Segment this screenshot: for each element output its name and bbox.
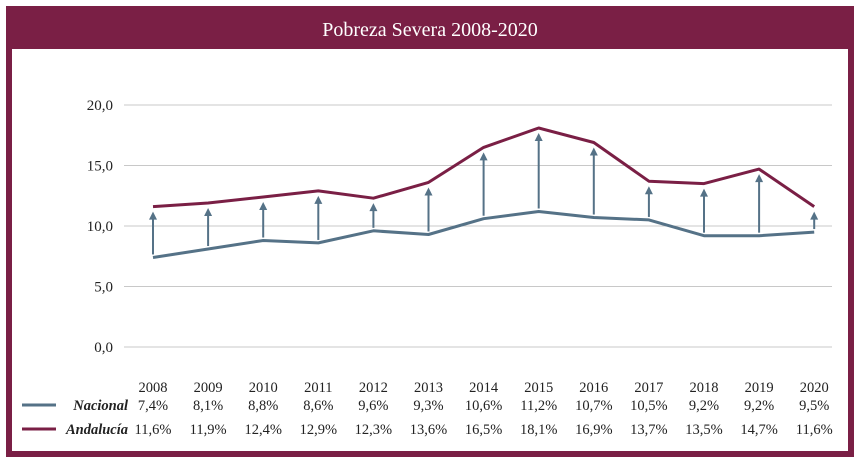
data-table-cell: 9,2% [689,398,719,414]
series-line-andaluca [152,126,816,209]
x-tick-label: 2019 [745,380,774,396]
data-table-cell: 12,3% [355,422,392,438]
gap-arrow-head [424,187,433,196]
data-table-cell: 11,2% [520,398,557,414]
data-table-cell: 14,7% [740,422,777,438]
gap-arrow-head [479,152,488,161]
data-table-cell: 8,6% [303,398,333,414]
data-table-cell: 10,5% [630,398,667,414]
chart-frame: Pobreza Severa 2008-2020 0,0 5,0 10,0 15,0 2… [6,6,854,457]
data-table-cell: 9,2% [744,398,774,414]
gap-arrow-head [644,186,653,195]
data-table-cell: 8,1% [193,398,223,414]
chart-title: Pobreza Severa 2008-2020 [12,12,848,49]
x-tick-label: 2009 [194,380,223,396]
data-table-cell: 9,3% [413,398,443,414]
y-tick-label: 15,0 [87,159,113,175]
data-table-cell: 7,4% [138,398,168,414]
x-tick-label: 2015 [524,380,553,396]
y-tick-label: 10,0 [87,219,113,235]
y-tick-label: 5,0 [94,280,113,296]
x-tick-label: 2010 [249,380,278,396]
x-tick-label: 2012 [359,380,388,396]
data-table-cell: 10,6% [465,398,502,414]
x-tick-label: 2011 [304,380,332,396]
gap-arrow-head [810,211,819,220]
data-table-cell: 13,7% [630,422,667,438]
x-tick-label: 2017 [634,380,663,396]
y-tick-label: 0,0 [94,340,113,356]
data-table-cell: 18,1% [520,422,557,438]
x-tick-label: 2016 [579,380,608,396]
data-table-cell: 11,6% [135,422,172,438]
gap-arrow-head [700,188,708,197]
x-tick-label: 2008 [139,380,168,396]
gap-arrow-head [534,132,543,141]
gap-arrow-head [204,208,213,217]
gap-arrow-head [314,195,323,204]
gap-arrow-head [149,211,157,220]
data-table-cell: 9,5% [799,398,829,414]
y-tick-label: 20,0 [87,98,113,114]
data-table-cell: 16,9% [575,422,612,438]
data-table-cell: 13,5% [685,422,722,438]
series-line-nacional [152,210,815,259]
data-table-cell: 10,7% [575,398,612,414]
x-tick-label: 2018 [690,380,719,396]
legend-label: Andalucía [65,422,128,438]
data-table-cell: 11,6% [796,422,833,438]
x-tick-label: 2020 [800,380,829,396]
line-chart: 0,0 5,0 10,0 15,0 20,0 2008 2009 2010 2011 2012 20… [22,98,833,438]
data-table-cell: 16,5% [465,422,502,438]
gap-arrow-head [259,201,268,210]
data-table-cell: 9,6% [358,398,388,414]
data-table-cell: 8,8% [248,398,278,414]
gap-arrow-head [755,174,764,183]
x-tick-label: 2013 [414,380,443,396]
legend-label: Nacional [72,398,128,414]
x-tick-label: 2014 [469,380,499,396]
data-table-cell: 13,6% [410,422,447,438]
gap-arrow-head [589,147,598,156]
data-table-cell: 12,9% [300,422,337,438]
data-table-cell: 11,9% [190,422,227,438]
gap-arrow-head [369,203,378,212]
data-table-cell: 12,4% [244,422,281,438]
